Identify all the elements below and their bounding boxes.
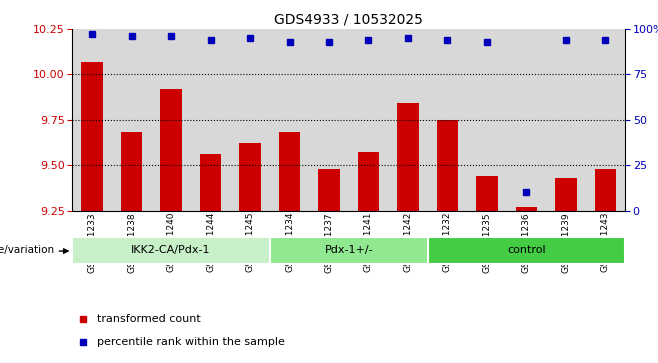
Bar	[586, 29, 625, 211]
Bar	[467, 29, 507, 211]
Bar	[358, 152, 379, 211]
Text: Pdx-1+/-: Pdx-1+/-	[324, 245, 373, 256]
Text: genotype/variation: genotype/variation	[0, 245, 54, 255]
Bar	[507, 29, 546, 211]
Bar	[428, 29, 467, 211]
Bar	[191, 29, 230, 211]
FancyBboxPatch shape	[428, 237, 625, 264]
Bar	[199, 154, 221, 211]
Bar	[81, 62, 103, 211]
Bar	[388, 29, 428, 211]
FancyBboxPatch shape	[72, 237, 270, 264]
FancyBboxPatch shape	[270, 237, 428, 264]
Text: control: control	[507, 245, 545, 256]
Bar	[278, 132, 300, 211]
Bar	[555, 178, 576, 211]
Bar	[318, 169, 340, 211]
Bar	[240, 143, 261, 211]
Bar	[476, 176, 498, 211]
Bar	[72, 29, 112, 211]
Bar	[121, 132, 142, 211]
Bar	[309, 29, 349, 211]
Bar	[230, 29, 270, 211]
Bar	[160, 89, 182, 211]
Text: transformed count: transformed count	[97, 314, 201, 324]
Bar	[515, 207, 537, 211]
Bar	[349, 29, 388, 211]
Text: IKK2-CA/Pdx-1: IKK2-CA/Pdx-1	[132, 245, 211, 256]
Bar	[270, 29, 309, 211]
Bar	[546, 29, 586, 211]
Text: percentile rank within the sample: percentile rank within the sample	[97, 337, 285, 347]
Bar	[151, 29, 191, 211]
Bar	[397, 103, 418, 211]
Bar	[437, 120, 458, 211]
Bar	[112, 29, 151, 211]
Title: GDS4933 / 10532025: GDS4933 / 10532025	[274, 12, 423, 26]
Bar	[594, 169, 616, 211]
